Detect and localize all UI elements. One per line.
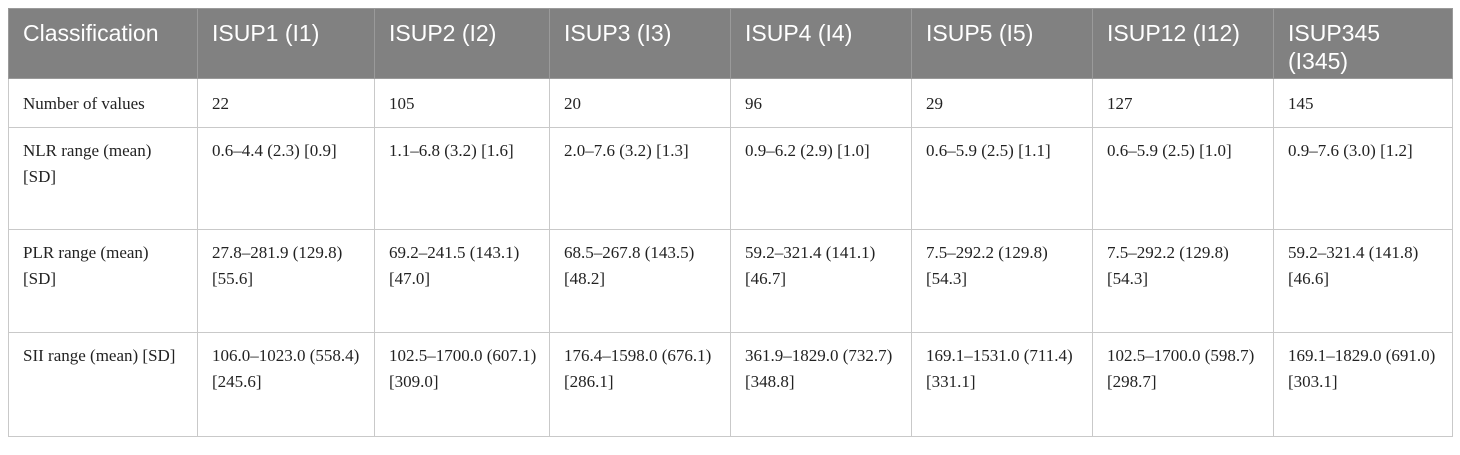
table-cell: 20 xyxy=(549,78,731,128)
header-row: Classification ISUP1 (I1) ISUP2 (I2) ISU… xyxy=(8,8,1453,79)
header-isup4: ISUP4 (I4) xyxy=(730,8,912,79)
table-cell: 0.6–4.4 (2.3) [0.9] xyxy=(197,127,375,230)
table-cell: 2.0–7.6 (3.2) [1.3] xyxy=(549,127,731,230)
table-cell: 0.9–7.6 (3.0) [1.2] xyxy=(1273,127,1453,230)
header-isup5: ISUP5 (I5) xyxy=(911,8,1093,79)
table-cell: 105 xyxy=(374,78,550,128)
row-label: PLR range (mean) [SD] xyxy=(8,229,198,333)
table-row: SII range (mean) [SD] 106.0–1023.0 (558.… xyxy=(8,332,1453,437)
table-cell: 59.2–321.4 (141.1) [46.7] xyxy=(730,229,912,333)
header-isup3: ISUP3 (I3) xyxy=(549,8,731,79)
row-label: Number of values xyxy=(8,78,198,128)
table-cell: 29 xyxy=(911,78,1093,128)
isup-classification-table: Classification ISUP1 (I1) ISUP2 (I2) ISU… xyxy=(8,8,1453,437)
table-cell: 102.5–1700.0 (607.1) [309.0] xyxy=(374,332,550,437)
header-isup345: ISUP345 (I345) xyxy=(1273,8,1453,79)
table-cell: 176.4–1598.0 (676.1) [286.1] xyxy=(549,332,731,437)
header-isup12: ISUP12 (I12) xyxy=(1092,8,1274,79)
table-cell: 22 xyxy=(197,78,375,128)
table-cell: 169.1–1531.0 (711.4) [331.1] xyxy=(911,332,1093,437)
table-row: NLR range (mean) [SD] 0.6–4.4 (2.3) [0.9… xyxy=(8,127,1453,230)
table-cell: 106.0–1023.0 (558.4) [245.6] xyxy=(197,332,375,437)
table-cell: 96 xyxy=(730,78,912,128)
table-cell: 127 xyxy=(1092,78,1274,128)
table-row: PLR range (mean) [SD] 27.8–281.9 (129.8)… xyxy=(8,229,1453,333)
header-isup1: ISUP1 (I1) xyxy=(197,8,375,79)
table-cell: 0.9–6.2 (2.9) [1.0] xyxy=(730,127,912,230)
table-cell: 0.6–5.9 (2.5) [1.1] xyxy=(911,127,1093,230)
table-cell: 59.2–321.4 (141.8) [46.6] xyxy=(1273,229,1453,333)
table-cell: 361.9–1829.0 (732.7) [348.8] xyxy=(730,332,912,437)
table-cell: 145 xyxy=(1273,78,1453,128)
table-cell: 69.2–241.5 (143.1) [47.0] xyxy=(374,229,550,333)
table-cell: 102.5–1700.0 (598.7) [298.7] xyxy=(1092,332,1274,437)
header-classification: Classification xyxy=(8,8,198,79)
table-cell: 7.5–292.2 (129.8) [54.3] xyxy=(1092,229,1274,333)
table-row: Number of values 22 105 20 96 29 127 145 xyxy=(8,78,1453,128)
table-container: Classification ISUP1 (I1) ISUP2 (I2) ISU… xyxy=(8,8,1453,437)
table-cell: 1.1–6.8 (3.2) [1.6] xyxy=(374,127,550,230)
header-isup2: ISUP2 (I2) xyxy=(374,8,550,79)
table-cell: 169.1–1829.0 (691.0) [303.1] xyxy=(1273,332,1453,437)
row-label: SII range (mean) [SD] xyxy=(8,332,198,437)
table-cell: 27.8–281.9 (129.8) [55.6] xyxy=(197,229,375,333)
table-cell: 7.5–292.2 (129.8) [54.3] xyxy=(911,229,1093,333)
table-cell: 68.5–267.8 (143.5) [48.2] xyxy=(549,229,731,333)
table-cell: 0.6–5.9 (2.5) [1.0] xyxy=(1092,127,1274,230)
row-label: NLR range (mean) [SD] xyxy=(8,127,198,230)
